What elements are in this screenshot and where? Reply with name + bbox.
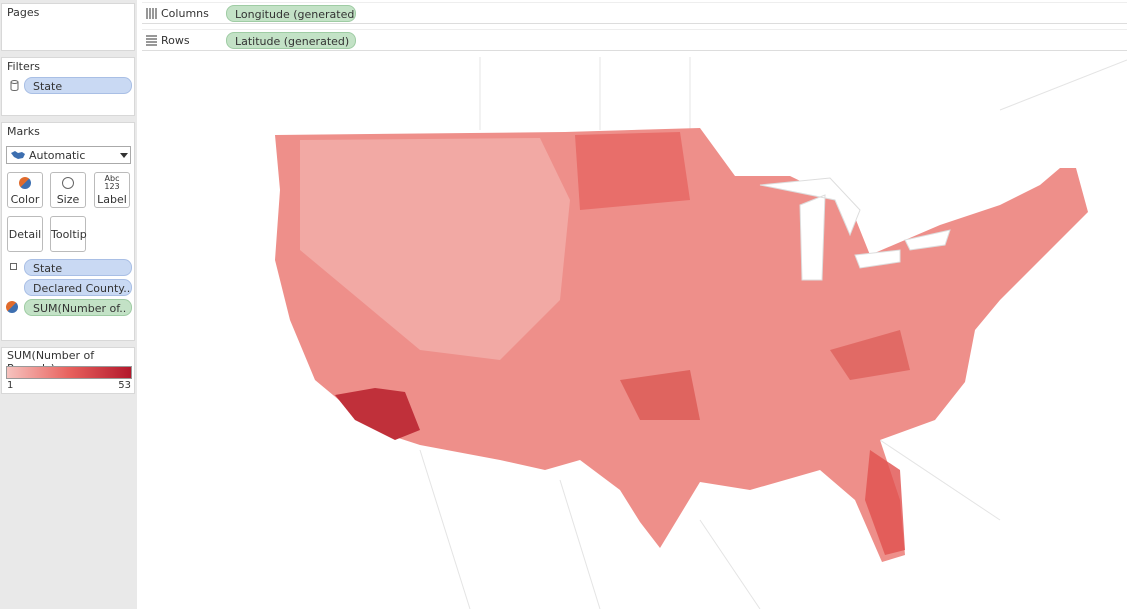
shelf-pill[interactable]: Longitude (generated) (226, 5, 356, 22)
map-icon (11, 151, 25, 159)
card-title: Pages (7, 6, 40, 19)
button-label: Tooltip (51, 228, 87, 241)
shelf-label: Rows (161, 34, 190, 47)
region-shade (335, 388, 420, 440)
button-label: Size (56, 193, 80, 206)
mark-pill[interactable]: State (24, 259, 132, 276)
card-title: Filters (7, 60, 40, 73)
button-icon-text: 123 (104, 182, 120, 191)
db-icon (10, 80, 19, 91)
button-label: Color (10, 193, 40, 206)
region-shade (300, 138, 570, 360)
color-icon (6, 301, 18, 313)
region-shade (620, 370, 700, 420)
mark-button[interactable]: Tooltip (50, 216, 87, 252)
card-title: Marks (7, 125, 40, 138)
legend-min: 1 (7, 380, 14, 391)
marks-card: Marks Automatic Color Size Abc 123 Label Deta… (1, 122, 135, 341)
legend-card: SUM(Number of Records) 1 53 (1, 347, 135, 394)
pages-card: Pages (1, 3, 135, 51)
button-icon (62, 177, 74, 189)
mark-button[interactable]: Abc 123 Label (94, 172, 130, 208)
mark-type: Automatic (29, 149, 86, 162)
collapse-icon (10, 263, 17, 270)
button-icon-text: Abc (104, 174, 120, 183)
mark-pill[interactable]: SUM(Number of.. (24, 299, 132, 316)
columns-icon (146, 8, 157, 19)
shelf-pill[interactable]: Latitude (generated) (226, 32, 356, 49)
great-lakes (759, 177, 951, 281)
map-layer (275, 57, 1127, 609)
button-label: Label (97, 193, 127, 206)
rows-icon (146, 35, 157, 46)
mark-button[interactable]: Detail (7, 216, 43, 252)
columns-shelf: Columns Longitude (generated) (142, 2, 1127, 24)
mark-button[interactable]: Color (7, 172, 43, 208)
color-ramp (6, 366, 132, 379)
mark-button[interactable]: Size (50, 172, 86, 208)
filters-card: Filters State (1, 57, 135, 116)
button-icon (19, 177, 31, 189)
dropdown-arrow (120, 153, 128, 158)
filter-pill[interactable]: State (24, 77, 132, 94)
mark-pill[interactable]: Declared County.. (24, 279, 132, 296)
region-shade (830, 330, 910, 380)
mark-type-dropdown[interactable]: Automatic (6, 146, 131, 164)
background-borders (419, 57, 1127, 609)
map (275, 57, 1127, 609)
shelf-label: Columns (161, 7, 209, 20)
rows-shelf: Rows Latitude (generated) (142, 29, 1127, 51)
button-label: Detail (8, 228, 42, 241)
region-shade (865, 450, 905, 555)
region-shade (575, 132, 690, 210)
legend-max: 53 (118, 380, 131, 391)
